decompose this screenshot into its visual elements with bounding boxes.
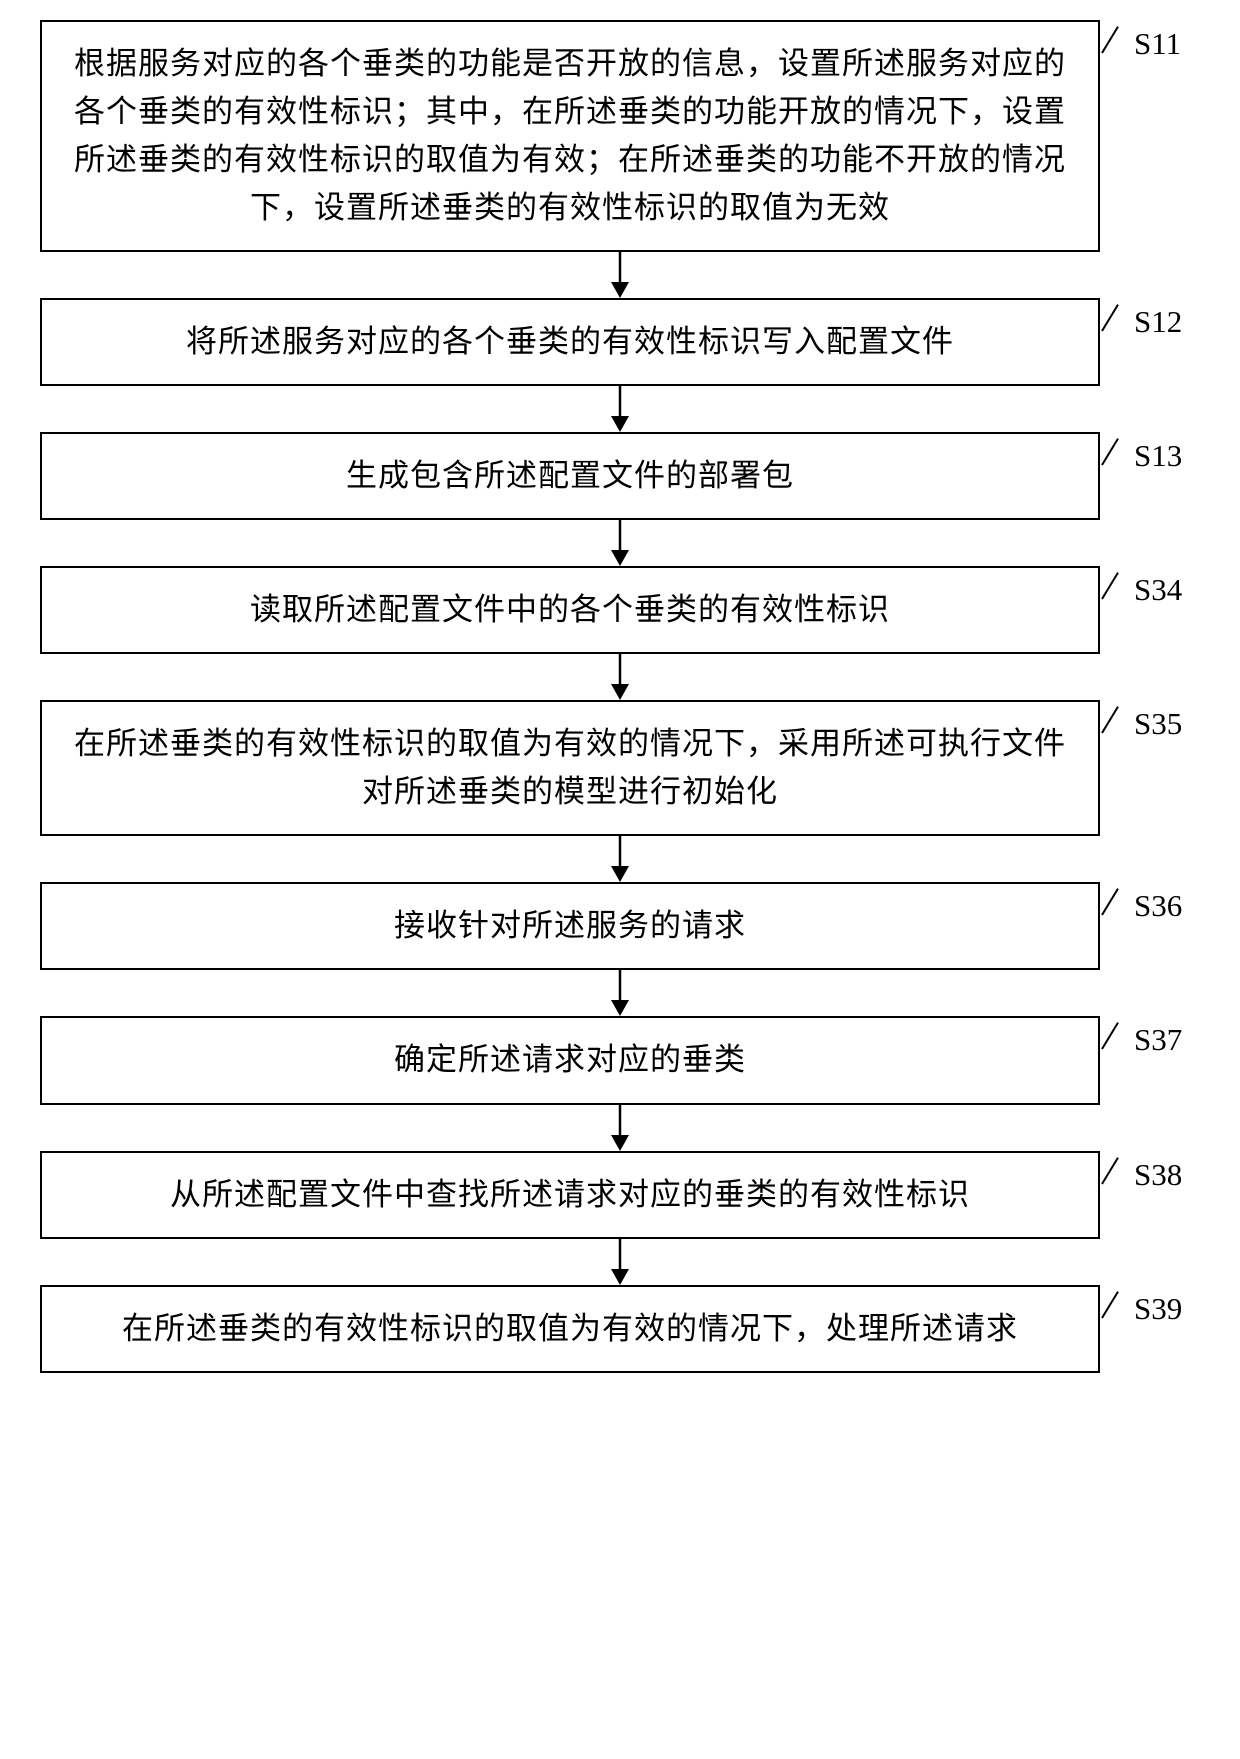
step-box: 确定所述请求对应的垂类 [40, 1016, 1100, 1104]
step-label-connector: S11 [1100, 20, 1181, 64]
flowchart-step: 生成包含所述配置文件的部署包 S13 [40, 432, 1200, 520]
step-label: S12 [1134, 298, 1182, 340]
flowchart-step: 读取所述配置文件中的各个垂类的有效性标识 S34 [40, 566, 1200, 654]
flowchart-step: 接收针对所述服务的请求 S36 [40, 882, 1200, 970]
flowchart-step: 在所述垂类的有效性标识的取值为有效的情况下，采用所述可执行文件对所述垂类的模型进… [40, 700, 1200, 836]
flowchart-step: 将所述服务对应的各个垂类的有效性标识写入配置文件 S12 [40, 298, 1200, 386]
step-label-connector: S36 [1100, 882, 1182, 926]
step-box: 根据服务对应的各个垂类的功能是否开放的信息，设置所述服务对应的各个垂类的有效性标… [40, 20, 1100, 252]
flow-arrow [90, 654, 1150, 700]
flowchart-container: 根据服务对应的各个垂类的功能是否开放的信息，设置所述服务对应的各个垂类的有效性标… [40, 20, 1200, 1373]
step-box: 生成包含所述配置文件的部署包 [40, 432, 1100, 520]
step-label-connector: S34 [1100, 566, 1182, 610]
step-label: S39 [1134, 1285, 1182, 1327]
flow-arrow [90, 836, 1150, 882]
step-label-connector: S13 [1100, 432, 1182, 476]
step-label-connector: S12 [1100, 298, 1182, 342]
step-label: S38 [1134, 1151, 1182, 1193]
flow-arrow [90, 386, 1150, 432]
step-label-connector: S38 [1100, 1151, 1182, 1195]
step-label: S36 [1134, 882, 1182, 924]
step-box: 在所述垂类的有效性标识的取值为有效的情况下，处理所述请求 [40, 1285, 1100, 1373]
step-label-connector: S37 [1100, 1016, 1182, 1060]
step-box: 在所述垂类的有效性标识的取值为有效的情况下，采用所述可执行文件对所述垂类的模型进… [40, 700, 1100, 836]
flowchart-step: 在所述垂类的有效性标识的取值为有效的情况下，处理所述请求 S39 [40, 1285, 1200, 1373]
step-label-connector: S35 [1100, 700, 1182, 744]
step-label: S34 [1134, 566, 1182, 608]
flow-arrow [90, 520, 1150, 566]
flowchart-step: 根据服务对应的各个垂类的功能是否开放的信息，设置所述服务对应的各个垂类的有效性标… [40, 20, 1200, 252]
step-label: S37 [1134, 1016, 1182, 1058]
flowchart-step: 从所述配置文件中查找所述请求对应的垂类的有效性标识 S38 [40, 1151, 1200, 1239]
flow-arrow [90, 970, 1150, 1016]
flow-arrow [90, 1105, 1150, 1151]
step-label: S35 [1134, 700, 1182, 742]
step-box: 接收针对所述服务的请求 [40, 882, 1100, 970]
flow-arrow [90, 1239, 1150, 1285]
flowchart-step: 确定所述请求对应的垂类 S37 [40, 1016, 1200, 1104]
flow-arrow [90, 252, 1150, 298]
step-box: 将所述服务对应的各个垂类的有效性标识写入配置文件 [40, 298, 1100, 386]
step-label-connector: S39 [1100, 1285, 1182, 1329]
step-label: S11 [1134, 20, 1181, 62]
step-label: S13 [1134, 432, 1182, 474]
step-box: 读取所述配置文件中的各个垂类的有效性标识 [40, 566, 1100, 654]
step-box: 从所述配置文件中查找所述请求对应的垂类的有效性标识 [40, 1151, 1100, 1239]
